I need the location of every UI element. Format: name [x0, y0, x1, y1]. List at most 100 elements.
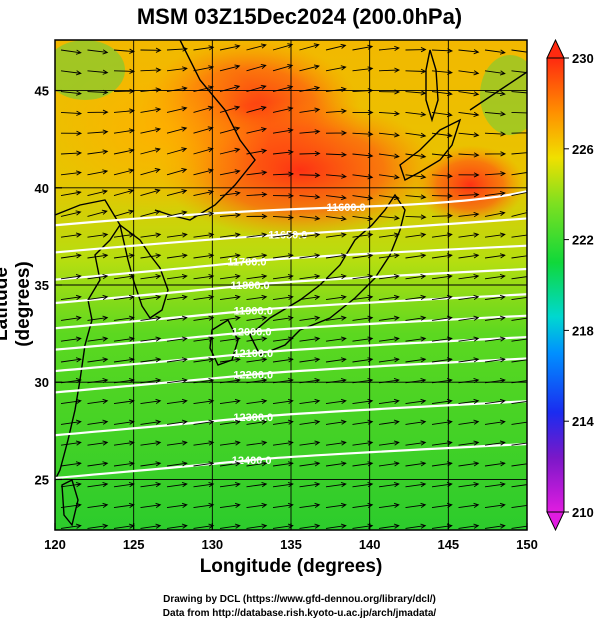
wind-arrow — [299, 461, 321, 467]
wind-arrow — [246, 213, 268, 219]
wind-arrow — [325, 378, 347, 384]
wind-arrow — [193, 440, 215, 446]
y-axis-ticks: 25 30 35 40 45 — [35, 84, 62, 487]
wind-arrow — [60, 378, 82, 384]
wind-arrow — [113, 128, 135, 134]
wind-arrow — [431, 69, 453, 75]
wind-arrow — [431, 153, 453, 159]
wind-arrow — [87, 89, 109, 95]
wind-arrow — [246, 419, 268, 425]
wind-arrow — [299, 150, 321, 157]
contour-label: 12100.0 — [233, 348, 273, 360]
contour-line — [55, 335, 527, 373]
wind-arrow — [458, 378, 480, 384]
wind-arrow — [113, 68, 136, 74]
wind-arrow — [431, 315, 453, 321]
wind-arrow — [219, 357, 241, 363]
wind-arrow — [484, 70, 506, 76]
y-tick-label: 25 — [35, 472, 49, 487]
wind-arrow — [431, 111, 453, 118]
wind-arrow — [405, 174, 427, 180]
cool-patch-west — [55, 40, 125, 100]
colorbar-tick-label: 222 — [572, 233, 594, 248]
wind-arrow — [484, 210, 506, 217]
wind-arrow — [511, 336, 527, 342]
wind-arrow — [193, 294, 215, 301]
wind-arrow — [272, 214, 294, 221]
wind-arrow — [246, 482, 268, 488]
wind-arrow — [325, 194, 347, 201]
wind-arrow — [352, 502, 374, 509]
wind-arrow — [166, 147, 188, 155]
wind-arrow — [431, 461, 453, 467]
wind-arrow — [113, 419, 135, 425]
x-tick-label: 130 — [201, 537, 223, 552]
wind-arrow — [378, 294, 400, 301]
wind-arrow — [325, 173, 347, 179]
wind-arrow — [458, 232, 480, 238]
wind-arrow — [352, 461, 374, 467]
wind-arrow — [140, 336, 162, 342]
wind-arrow — [87, 315, 109, 321]
wind-arrow — [431, 193, 454, 199]
wind-arrow — [113, 253, 135, 259]
wind-arrow — [325, 152, 348, 158]
wind-arrow — [60, 336, 82, 342]
wind-arrow — [113, 88, 136, 94]
wind-arrow — [87, 109, 109, 115]
wind-arrow — [511, 378, 527, 384]
wind-arrow — [140, 87, 162, 93]
wind-arrow — [405, 357, 427, 363]
wind-arrow — [405, 336, 427, 342]
wind-arrow — [87, 378, 109, 384]
wind-arrow — [166, 315, 188, 321]
colorbar — [546, 38, 565, 532]
wind-arrow — [378, 336, 400, 342]
wind-arrow — [458, 440, 480, 446]
wind-arrow — [378, 461, 400, 467]
contour-line — [55, 400, 527, 437]
wind-arrow — [511, 70, 527, 76]
wind-arrow — [405, 111, 427, 117]
wind-arrow — [458, 294, 480, 301]
wind-arrow — [378, 502, 400, 509]
wind-arrow — [246, 378, 268, 384]
wind-arrow — [166, 398, 188, 405]
wind-arrow — [140, 315, 162, 321]
wind-arrow — [87, 419, 109, 425]
wind-arrow — [511, 110, 527, 116]
wind-arrow — [352, 274, 374, 280]
wind-arrow — [246, 84, 267, 93]
wind-arrow — [272, 336, 294, 342]
wind-arrow — [113, 357, 135, 363]
wind-arrow — [60, 90, 82, 96]
wind-arrow — [378, 132, 400, 138]
wind-arrow — [484, 357, 506, 363]
wind-arrow — [140, 502, 162, 509]
wind-arrow — [352, 66, 374, 72]
contour-label: 12200.0 — [233, 369, 273, 381]
wind-arrow — [272, 274, 294, 280]
colorbar-gradient — [546, 57, 565, 513]
wind-arrow — [325, 274, 347, 280]
wind-arrow — [352, 315, 374, 321]
wind-arrow — [87, 357, 109, 363]
wind-arrow — [431, 482, 453, 488]
wind-arrow — [405, 153, 427, 159]
coast-hokkaido — [399, 118, 462, 182]
wind-arrow — [219, 502, 241, 509]
wind-arrow — [219, 169, 241, 176]
wind-arrow — [511, 90, 527, 96]
wind-arrow — [378, 253, 400, 259]
wind-arrow — [484, 171, 506, 177]
wind-arrow — [378, 215, 400, 221]
y-tick-label: 30 — [35, 375, 49, 390]
wind-arrow — [378, 195, 400, 201]
wind-arrow — [272, 253, 294, 259]
wind-arrow — [352, 482, 374, 488]
wind-arrow — [60, 274, 82, 280]
wind-arrow — [87, 336, 109, 342]
wind-arrow — [140, 232, 162, 238]
wind-arrow — [378, 174, 400, 180]
wind-arrow — [113, 502, 135, 509]
